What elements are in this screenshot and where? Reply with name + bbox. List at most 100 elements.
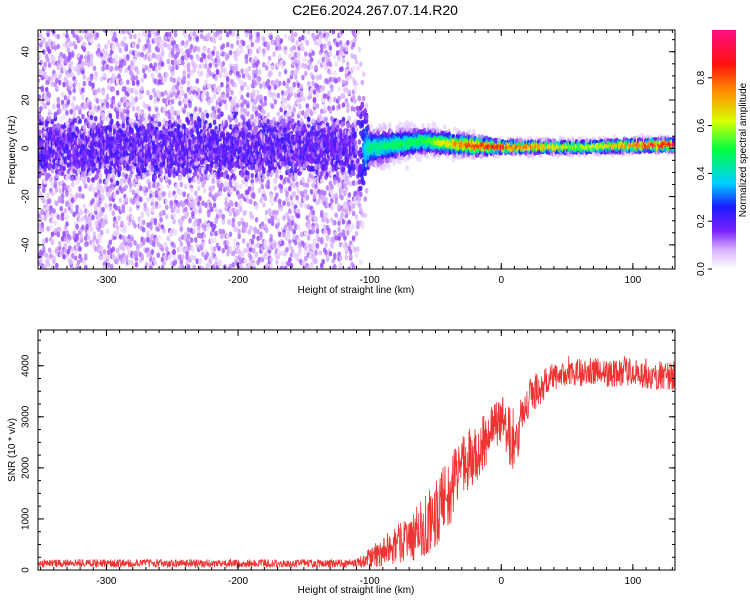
heat-cell — [175, 64, 179, 71]
heat-cell — [110, 65, 114, 72]
heat-cell — [233, 96, 237, 102]
heat-cell — [47, 108, 52, 114]
heat-cell — [234, 117, 239, 124]
heat-cell — [160, 61, 165, 67]
heat-cell — [82, 124, 87, 130]
heat-cell — [136, 200, 140, 207]
heat-cell — [123, 227, 127, 234]
heat-cell — [221, 247, 226, 254]
heat-cell — [173, 31, 178, 38]
heat-cell — [52, 255, 56, 261]
heat-cell — [237, 228, 241, 235]
heat-cell — [217, 60, 221, 66]
heat-cell — [165, 214, 169, 220]
heat-cell — [233, 82, 237, 88]
heat-cell — [38, 113, 42, 119]
heat-cell — [153, 62, 158, 68]
heat-cell — [211, 184, 215, 191]
heat-cell — [117, 171, 121, 178]
heat-cell — [215, 50, 220, 56]
heat-cell — [176, 207, 181, 214]
heat-cell — [140, 77, 144, 83]
heat-cell — [241, 238, 246, 244]
heat-cell — [218, 72, 223, 79]
heat-cell — [157, 121, 162, 127]
heat-cell — [57, 79, 62, 86]
heat-cell — [198, 257, 202, 264]
heat-cell — [144, 187, 149, 193]
heat-cell — [104, 203, 108, 209]
heat-cell — [81, 113, 85, 120]
heat-cell — [179, 226, 184, 232]
heat-cell — [192, 228, 197, 234]
heat-cell — [139, 196, 143, 203]
heat-cell — [52, 104, 56, 110]
heat-cell — [121, 207, 126, 214]
heat-cell — [40, 74, 45, 81]
heat-cell — [182, 191, 186, 197]
heat-cell — [140, 253, 144, 259]
heat-cell — [189, 187, 194, 194]
heat-cell — [114, 54, 118, 61]
heat-cell — [91, 82, 95, 88]
heat-cell — [43, 103, 47, 110]
heat-cell — [78, 118, 82, 124]
heat-cell — [157, 203, 162, 209]
heat-cell — [209, 97, 214, 104]
heat-cell — [112, 31, 117, 37]
heat-cell — [70, 181, 75, 188]
heat-cell — [220, 182, 224, 189]
heat-cell — [47, 76, 52, 82]
heat-cell — [178, 246, 182, 253]
heat-cell — [117, 215, 121, 221]
heat-cell — [47, 198, 52, 204]
heat-cell — [82, 41, 87, 48]
heat-cell — [42, 187, 46, 194]
heat-cell — [205, 91, 210, 97]
heat-cell — [130, 259, 134, 266]
heat-cell — [62, 114, 66, 120]
heat-cell — [147, 106, 152, 112]
heat-cell — [199, 70, 204, 77]
heat-cell — [44, 74, 49, 81]
heat-cell — [56, 33, 61, 40]
heat-cell — [225, 54, 230, 60]
heat-cell — [46, 211, 50, 218]
heat-cell — [72, 95, 76, 102]
heat-cell — [53, 220, 58, 226]
heat-cell — [79, 54, 84, 60]
heat-cell — [39, 59, 43, 66]
heat-cell — [81, 87, 85, 93]
heat-cell — [104, 44, 108, 50]
heat-cell — [43, 166, 47, 172]
heat-cell — [178, 118, 182, 125]
heat-cell — [188, 102, 192, 109]
heat-cell — [221, 228, 226, 235]
heat-cell — [165, 198, 169, 205]
heat-cell — [141, 227, 146, 233]
heat-cell — [75, 224, 79, 230]
heat-cell — [156, 47, 160, 53]
heat-cell — [115, 224, 120, 231]
heat-cell — [91, 214, 95, 221]
heat-cell — [194, 208, 198, 215]
heat-cell — [65, 110, 69, 116]
heat-cell — [101, 195, 105, 201]
heat-cell — [189, 194, 194, 200]
heat-cell — [244, 222, 249, 228]
heat-cell — [221, 60, 226, 67]
spectrogram-heatmap — [38, 30, 675, 269]
heat-cell — [65, 214, 69, 221]
heat-cell — [133, 240, 137, 246]
heat-cell — [91, 197, 95, 204]
heat-cell — [65, 221, 69, 227]
heat-cell — [165, 176, 169, 182]
heat-cell — [224, 119, 228, 126]
heat-cell — [72, 87, 76, 94]
heat-cell — [42, 198, 46, 204]
heat-cell — [220, 111, 224, 117]
heat-cell — [166, 235, 171, 242]
heat-cell — [172, 40, 176, 46]
heat-cell — [240, 68, 244, 74]
heat-cell — [115, 229, 120, 236]
